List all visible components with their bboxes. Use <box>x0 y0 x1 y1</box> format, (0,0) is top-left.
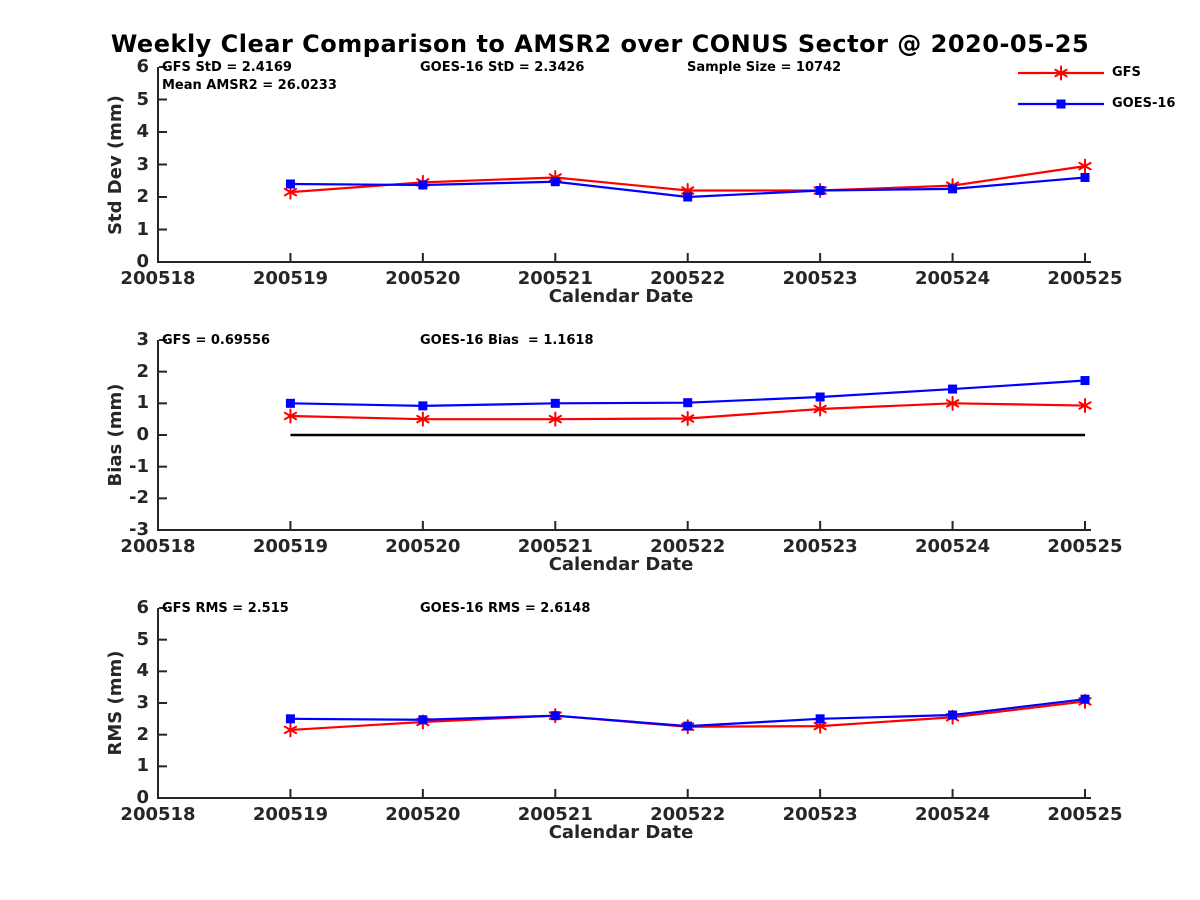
x-axis-label: Calendar Date <box>548 822 694 843</box>
goes-16-square-marker <box>1080 694 1090 704</box>
annotation-gfs: GFS = 0.69556 <box>162 333 271 348</box>
goes-16-legend-square-marker <box>1056 99 1066 109</box>
x-tick-label: 200525 <box>1047 536 1123 557</box>
x-tick-label: 200519 <box>252 268 328 289</box>
y-tick-label: 3 <box>136 692 149 713</box>
goes-16-square-marker <box>683 192 693 202</box>
y-tick-label: 1 <box>136 755 149 777</box>
x-axis-label: Calendar Date <box>548 286 694 307</box>
goes-16-square-marker <box>285 398 295 408</box>
goes-16-square-marker <box>1080 173 1090 182</box>
x-tick-label: 200522 <box>650 536 726 557</box>
y-tick-label: 0 <box>136 787 149 808</box>
legend-label-goes-16: GOES-16 <box>1112 96 1176 111</box>
x-tick-label: 200521 <box>517 804 593 825</box>
x-tick-label: 200525 <box>1047 804 1123 825</box>
y-tick-label: 5 <box>136 628 149 650</box>
annotation-goes-16-rms: GOES-16 RMS = 2.6148 <box>420 601 591 616</box>
goes-16-square-marker <box>550 177 560 187</box>
y-tick-label: 6 <box>136 56 149 77</box>
x-axis-label: Calendar Date <box>548 554 694 575</box>
gfs-asterisk-marker <box>283 722 298 738</box>
x-tick-label: 200518 <box>120 268 196 289</box>
y-tick-label: 3 <box>136 153 149 175</box>
y-tick-label: 6 <box>136 597 149 618</box>
goes-16-square-marker <box>1080 376 1090 386</box>
goes-16-square-marker <box>285 179 295 189</box>
goes-16-square-marker <box>948 184 958 194</box>
goes-16-square-marker <box>418 180 428 190</box>
annotation-goes-16-std: GOES-16 StD = 2.3426 <box>420 60 585 75</box>
y-tick-label: 1 <box>136 392 149 414</box>
y-axis-label: Bias (mm) <box>105 383 126 487</box>
y-tick-label: 0 <box>136 424 149 445</box>
y-tick-label: 2 <box>136 360 149 382</box>
y-tick-label: 3 <box>136 329 149 350</box>
x-tick-label: 200523 <box>782 536 858 557</box>
x-tick-label: 200524 <box>914 268 991 289</box>
x-tick-label: 200519 <box>252 536 328 557</box>
goes-16-square-marker <box>285 714 295 724</box>
y-axis-label: RMS (mm) <box>105 650 126 756</box>
x-tick-label: 200521 <box>517 536 593 557</box>
x-tick-label: 200524 <box>914 804 991 825</box>
x-tick-label: 200521 <box>517 268 593 289</box>
x-tick-label: 200519 <box>252 804 328 825</box>
gfs-asterisk-marker <box>1078 398 1092 414</box>
gfs-asterisk-marker <box>813 401 827 417</box>
y-tick-label: 2 <box>136 186 149 207</box>
x-tick-label: 200518 <box>120 804 196 825</box>
y-axis-label: Std Dev (mm) <box>105 94 126 235</box>
y-tick-label: 0 <box>136 251 149 272</box>
gfs-asterisk-marker <box>945 395 960 411</box>
y-tick-label: -2 <box>129 487 149 509</box>
annotation-mean-amsr2: Mean AMSR2 = 26.0233 <box>162 78 337 93</box>
gfs-asterisk-marker <box>548 411 562 427</box>
x-tick-label: 200523 <box>782 804 858 825</box>
gfs-asterisk-marker <box>681 411 695 427</box>
goes-16-square-marker <box>815 392 825 402</box>
annotation-gfs-std: GFS StD = 2.4169 <box>162 60 292 75</box>
goes-16-square-marker <box>948 710 958 720</box>
figure-title: Weekly Clear Comparison to AMSR2 over CO… <box>110 30 1090 58</box>
goes-16-square-marker <box>815 186 825 195</box>
x-tick-label: 200522 <box>650 268 726 289</box>
gfs-asterisk-marker <box>416 411 430 427</box>
goes-16-square-marker <box>948 384 958 394</box>
annotation-goes-16-bias: GOES-16 Bias = 1.1618 <box>420 333 594 348</box>
y-tick-label: 2 <box>136 723 149 745</box>
x-tick-label: 200520 <box>385 268 461 289</box>
x-tick-label: 200520 <box>385 536 461 557</box>
y-tick-label: 4 <box>136 660 149 682</box>
legend-label-gfs: GFS <box>1112 65 1141 80</box>
x-tick-label: 200522 <box>650 804 726 825</box>
goes-16-square-marker <box>418 715 428 725</box>
goes-16-square-marker <box>550 398 560 408</box>
annotation-gfs-rms: GFS RMS = 2.515 <box>162 601 289 616</box>
goes-16-square-marker <box>683 398 693 408</box>
gfs-asterisk-marker <box>1078 158 1092 174</box>
x-tick-label: 200520 <box>385 804 461 825</box>
goes-16-square-marker <box>550 711 560 721</box>
y-tick-label: -1 <box>129 455 149 477</box>
y-tick-label: -3 <box>129 519 149 540</box>
x-tick-label: 200523 <box>782 268 858 289</box>
x-tick-label: 200525 <box>1047 268 1123 289</box>
x-tick-label: 200524 <box>914 536 991 557</box>
goes-16-square-marker <box>418 401 428 411</box>
y-tick-label: 4 <box>136 121 149 142</box>
gfs-asterisk-marker <box>283 408 298 424</box>
y-tick-label: 1 <box>136 218 149 240</box>
gfs-legend-asterisk-marker <box>1054 65 1068 81</box>
y-tick-label: 5 <box>136 88 149 110</box>
x-tick-label: 200518 <box>120 536 196 557</box>
goes-16-square-marker <box>683 721 693 731</box>
goes-16-square-marker <box>815 714 825 724</box>
annotation-sample-size: Sample Size = 10742 <box>687 60 842 75</box>
